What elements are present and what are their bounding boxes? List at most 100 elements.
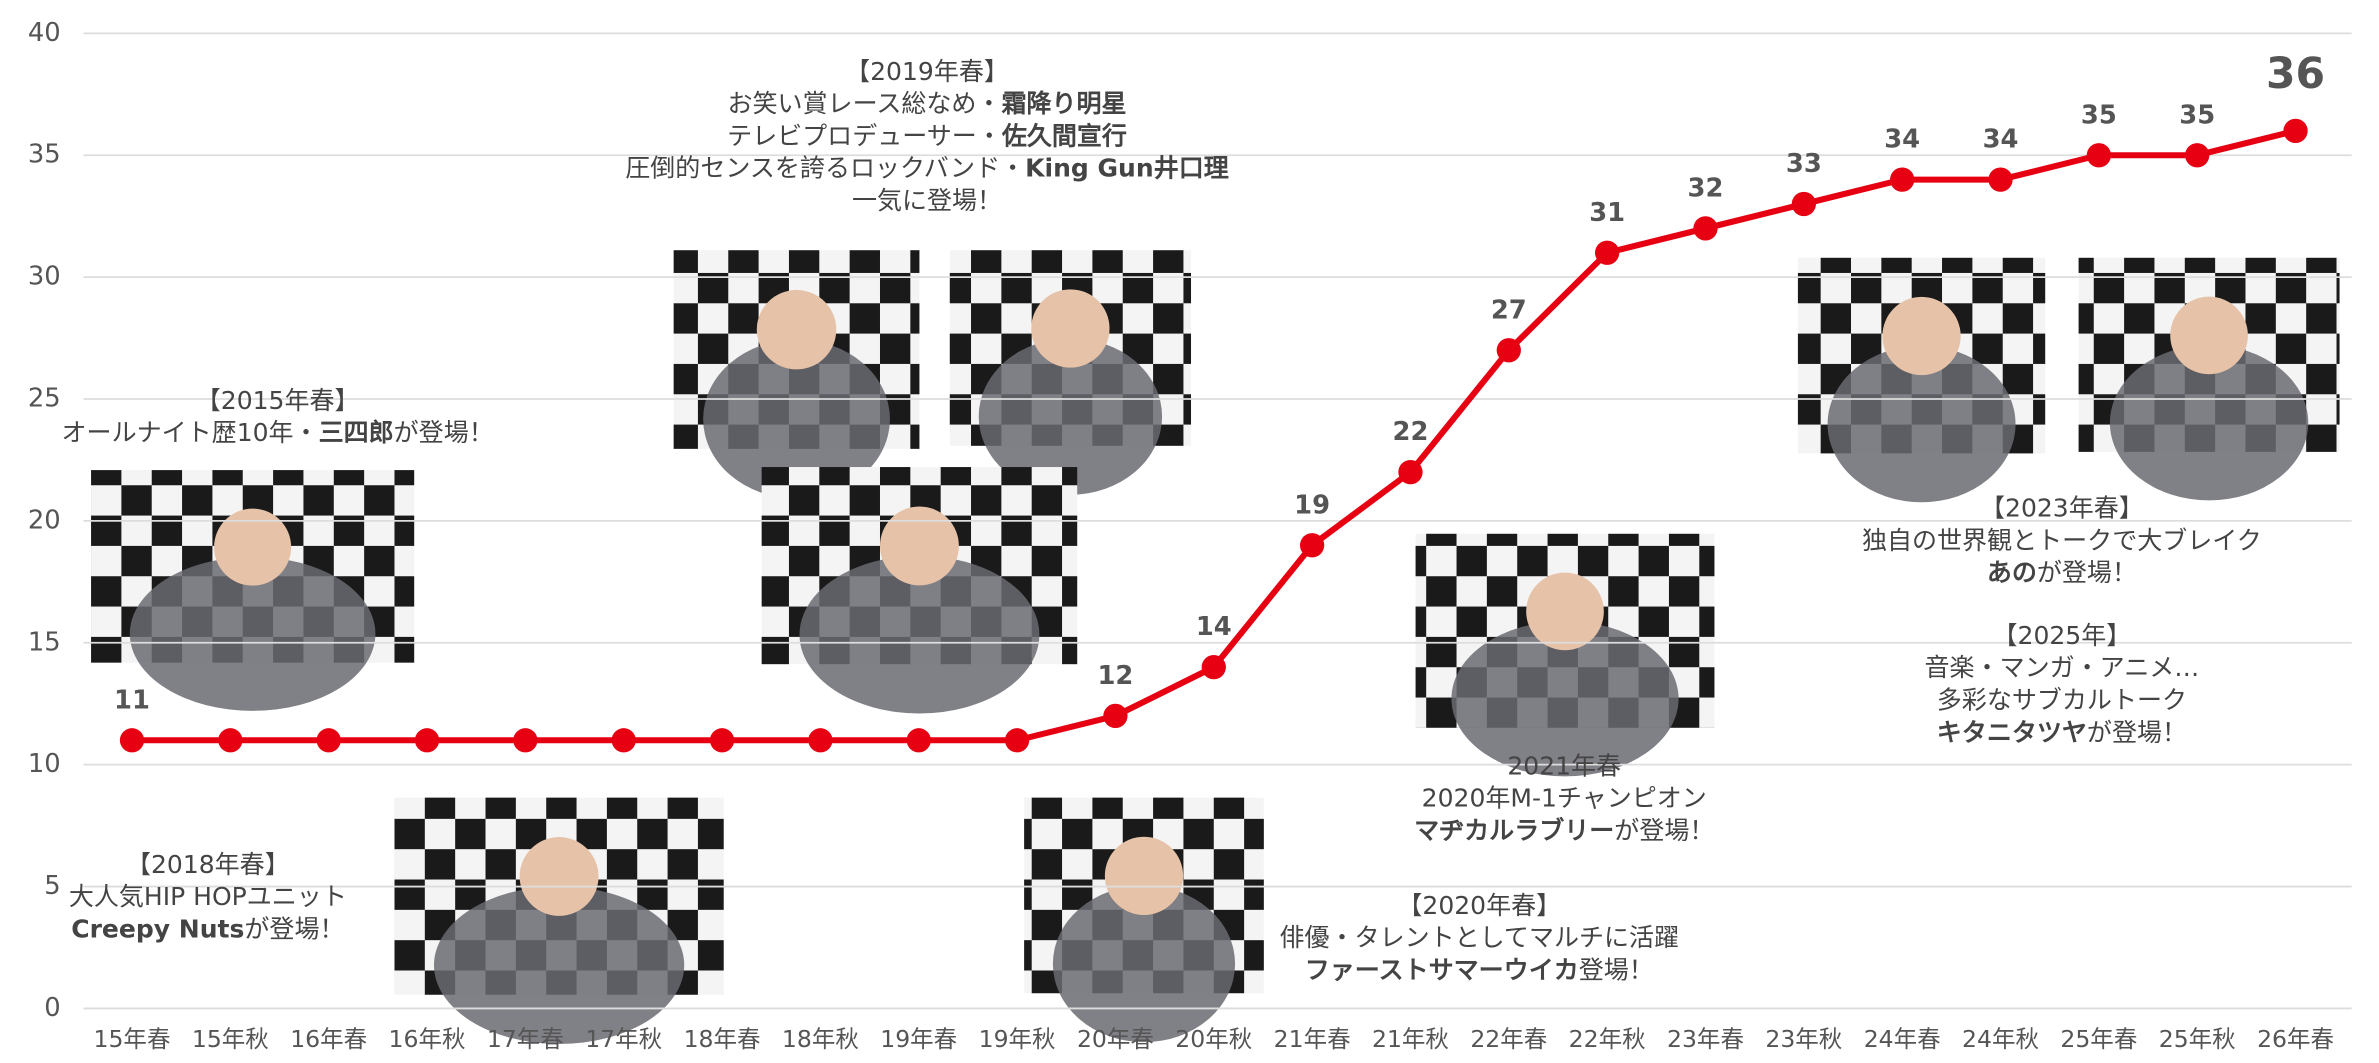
annotation-line: 2021年春: [1507, 751, 1621, 780]
annotation-line: キタニタツヤが登場！: [1937, 718, 2187, 747]
annotation-line: 独自の世界観とトークで大ブレイク: [1862, 526, 2262, 555]
annotation-line: 2020年M-1チャンピオン: [1422, 784, 1707, 813]
annotation-line: 【2023年春】: [1980, 494, 2144, 523]
annotation-text: オールナイト歴10年・: [62, 418, 319, 447]
y-tick-label: 30: [28, 262, 61, 292]
photo-person: [1827, 345, 2016, 503]
data-point: [906, 728, 931, 753]
photo-person: [978, 338, 1163, 495]
photos: [91, 250, 2340, 1045]
annotation-line: 一気に登場！: [852, 186, 1002, 215]
x-tick-label: 18年春: [684, 1025, 761, 1053]
x-tick-label: 18年秋: [782, 1025, 859, 1053]
annotation-text: が登場！: [2037, 558, 2137, 587]
annotation-text: 大人気HIP HOPユニット: [69, 882, 347, 911]
annotation-line: 【2020年春】: [1397, 891, 1561, 920]
x-tick-label: 19年春: [880, 1025, 957, 1053]
data-point: [709, 728, 735, 753]
annotation-text: Creepy Nuts: [71, 914, 244, 943]
x-tick-label: 23年秋: [1765, 1025, 1842, 1053]
x-tick-label: 16年春: [290, 1025, 367, 1053]
annotation-text: 【2025年】: [1993, 621, 2132, 650]
x-tick-label: 19年秋: [979, 1025, 1056, 1053]
data-point: [1988, 167, 2013, 192]
annotation-line: マヂカルラブリーが登場！: [1414, 816, 1714, 845]
y-tick-label: 15: [28, 627, 61, 657]
x-tick-label: 15年春: [94, 1025, 171, 1053]
x-tick-label: 22年春: [1470, 1025, 1547, 1053]
x-tick-label: 16年秋: [389, 1025, 466, 1053]
annotation-line: ファーストサマーウイカ登場！: [1305, 955, 1654, 984]
annotation-text: が登場！: [2087, 718, 2187, 747]
annotation-text: お笑い賞レース総なめ・: [727, 89, 1001, 118]
photo-person: [703, 339, 890, 499]
annotation-line: 音楽・マンガ・アニメ…: [1925, 653, 2200, 682]
value-label: 19: [1294, 490, 1330, 520]
annotation-text: ファーストサマーウイカ: [1305, 955, 1579, 984]
data-point: [1496, 338, 1521, 363]
x-tick-label: 20年秋: [1175, 1025, 1252, 1053]
annotation-text: 俳優・タレントとしてマルチに活躍: [1279, 923, 1679, 952]
annotation-text: 霜降り明星: [1001, 89, 1126, 118]
x-tick-label: 21年秋: [1372, 1025, 1449, 1053]
y-tick-label: 5: [44, 871, 60, 901]
photo-person: [433, 886, 685, 1045]
photo-person: [1052, 885, 1236, 1043]
photo-person: [1451, 621, 1679, 777]
annotation-text: 登場！: [1579, 955, 1654, 984]
x-tick-label: 26年春: [2257, 1025, 2334, 1053]
data-point: [1595, 240, 1620, 265]
y-tick-label: 0: [44, 993, 60, 1023]
data-point: [1103, 703, 1128, 729]
annotation-text: 【2020年春】: [1397, 891, 1561, 920]
data-point: [218, 728, 243, 753]
y-tick-label: 20: [28, 505, 61, 535]
data-point: [414, 728, 440, 753]
value-label: 11: [114, 685, 150, 715]
annotation-text: が登場！: [1614, 816, 1714, 845]
value-label: 12: [1097, 661, 1133, 691]
annotation-line: お笑い賞レース総なめ・霜降り明星: [727, 89, 1126, 118]
data-point: [1890, 167, 1915, 192]
data-point: [1791, 191, 1816, 217]
x-tick-label: 20年春: [1077, 1025, 1154, 1053]
x-tick-label: 22年秋: [1569, 1025, 1646, 1053]
value-label: 14: [1196, 612, 1232, 642]
annotation-text: が登場！: [244, 914, 344, 943]
annotation-text: 【2018年春】: [126, 850, 290, 879]
photo-face: [2170, 296, 2248, 375]
data-point: [513, 728, 538, 753]
annotation-text: 三四郎: [319, 418, 394, 447]
x-tick-label: 15年秋: [192, 1025, 269, 1053]
x-tick-label: 17年春: [487, 1025, 564, 1053]
data-point: [1004, 728, 1030, 753]
x-tick-label: 25年秋: [2159, 1025, 2236, 1053]
annotation-text: 【2015年春】: [196, 386, 360, 415]
value-label: 32: [1688, 173, 1724, 203]
x-tick-label: 17年秋: [585, 1025, 662, 1053]
annotation-line: オールナイト歴10年・三四郎が登場！: [62, 418, 494, 447]
annotation-text: が登場！: [394, 418, 494, 447]
annotation-line: 圧倒的センスを誇るロックバンド・King Gun井口理: [625, 154, 1229, 183]
data-point: [1693, 216, 1718, 241]
value-label: 34: [1983, 125, 2019, 155]
data-point: [1201, 655, 1226, 680]
x-tick-label: 25年春: [2060, 1025, 2137, 1053]
value-label: 36: [2266, 50, 2325, 99]
photo-face: [879, 506, 959, 586]
photo-person: [2109, 345, 2309, 501]
annotation-text: 圧倒的センスを誇るロックバンド・: [625, 154, 1025, 183]
photo-face: [214, 508, 292, 586]
annotation-line: あのが登場！: [1987, 558, 2137, 587]
annotation-text: 音楽・マンガ・アニメ…: [1925, 653, 2200, 682]
annotation-line: 【2018年春】: [126, 850, 290, 879]
annotation-text: 【2019年春】: [845, 57, 1009, 86]
data-point: [119, 728, 145, 753]
x-tick-label: 23年春: [1667, 1025, 1744, 1053]
value-label: 33: [1786, 149, 1822, 179]
annotation-line: 【2019年春】: [845, 57, 1009, 86]
data-point: [1398, 460, 1423, 485]
annotation-line: 俳優・タレントとしてマルチに活躍: [1279, 923, 1679, 952]
